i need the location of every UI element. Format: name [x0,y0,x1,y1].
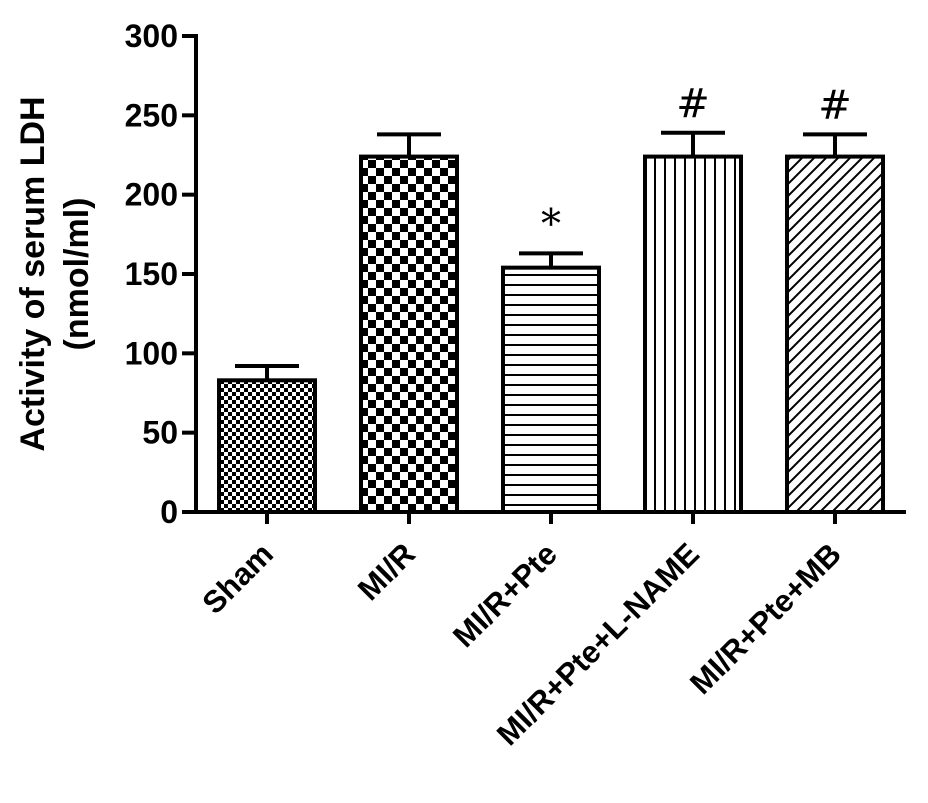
bar-mi-r [359,154,459,514]
category-labels-group: Sham MI/R MI/R+PteMI/R+Pte+L-NAMEMI/R+Pte+… [196,536,848,752]
category-label-sham: Sham [196,536,280,620]
category-label-mi-r-pte-mb: MI/R+Pte+MB [683,536,848,701]
y-tick-label-150: 150 [125,256,178,292]
significance-mark-mi-r-pte-mb: # [818,82,852,128]
y-tick-label-300: 300 [125,18,178,54]
y-axis-label-line2: (nmol/ml) [58,198,96,351]
bar-mi-r-pte [501,265,601,514]
y-tick-label-100: 100 [125,335,178,371]
bar-sham [217,378,317,514]
y-axis-label-line1: Activity of serum LDH [14,96,52,451]
significance-mark-mi-r-pte: * [541,201,561,247]
significance-marks-group: * # # [541,81,852,248]
bar-mi-r-pte-mb [785,154,885,514]
bars-group [217,154,885,514]
bar-mi-r-pte-l-name [643,154,743,514]
y-tick-label-50: 50 [142,415,178,451]
y-axis: 0 50 100 150 200 250 300 [125,18,198,530]
y-tick-label-250: 250 [125,97,178,133]
category-label-mi-r: MI/R [351,536,422,607]
significance-mark-mi-r-pte-l-name: # [676,81,710,127]
y-tick-label-0: 0 [160,494,178,530]
error-bars-group [235,130,867,381]
category-label-mi-r-pte: MI/R+Pte [446,536,564,654]
y-tick-label-200: 200 [125,177,178,213]
y-axis-title: Activity of serum LDH (nmol/ml) [14,96,96,451]
